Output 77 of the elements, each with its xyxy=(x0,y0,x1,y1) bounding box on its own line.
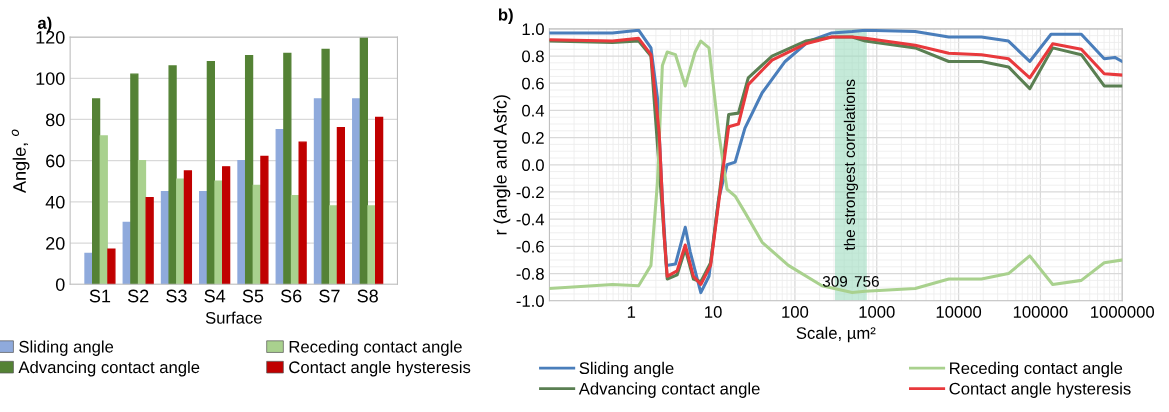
x-tick-label: S5 xyxy=(242,289,264,303)
bar xyxy=(130,73,139,285)
y-tick-label: 120 xyxy=(36,31,65,44)
bar xyxy=(290,195,300,285)
chart-title: b) xyxy=(498,8,513,24)
y-tick-label: 0.8 xyxy=(522,50,544,63)
bar xyxy=(359,37,368,285)
x-tick-label: 1000 xyxy=(859,306,895,318)
x-tick-label: 10 xyxy=(705,306,722,318)
bar xyxy=(99,135,108,285)
x-tick-label: S2 xyxy=(127,289,149,303)
bar xyxy=(206,61,215,285)
annotation: 309 xyxy=(822,276,848,287)
y-tick-label: 0.6 xyxy=(522,77,544,90)
x-tick-label: S3 xyxy=(166,289,187,303)
bar xyxy=(260,155,269,285)
bar xyxy=(298,141,307,285)
x-tick-label: S4 xyxy=(204,289,226,303)
y-tick-label: 100 xyxy=(36,72,65,85)
bar xyxy=(283,52,292,285)
x-tick-label: 1 xyxy=(627,306,636,318)
y-tick-label: 60 xyxy=(46,154,65,168)
bar xyxy=(367,205,376,285)
x-tick-label: 100000 xyxy=(1013,306,1068,318)
x-tick-label: 100 xyxy=(782,306,809,318)
y-tick-label: 0.0 xyxy=(522,159,544,171)
y-axis-title: Angle, $^{o}$ xyxy=(11,129,30,193)
bar xyxy=(244,54,254,285)
y-tick-label: -1.0 xyxy=(516,295,544,307)
x-tick-label: S8 xyxy=(357,289,378,303)
y-tick-label: 0.2 xyxy=(522,132,544,144)
chart-title: a) xyxy=(37,16,52,33)
bar xyxy=(91,98,101,285)
bar xyxy=(352,98,361,285)
bar xyxy=(145,197,154,285)
x-tick-label: S7 xyxy=(319,289,340,303)
bar xyxy=(183,170,193,285)
bar xyxy=(321,48,330,285)
bar xyxy=(214,180,223,285)
x-axis-title: Surface xyxy=(205,311,262,324)
y-tick-label: 0 xyxy=(55,278,65,291)
y-axis-title: r (angle and Asfc) xyxy=(493,95,511,235)
x-tick-label: S6 xyxy=(280,289,302,303)
bar xyxy=(107,248,116,285)
legend-label: Sliding angle xyxy=(19,340,114,356)
y-tick-label: 1.0 xyxy=(522,23,544,36)
bar xyxy=(237,159,246,285)
bar xyxy=(222,166,231,285)
x-tick-label: 1000000 xyxy=(1091,306,1155,318)
bar xyxy=(168,65,177,285)
legend-label: Receding contact angle xyxy=(950,361,1123,378)
legend-label: Advancing contact angle xyxy=(18,360,200,377)
bar xyxy=(84,252,93,285)
y-tick-label: 20 xyxy=(46,237,65,250)
band-label: the strongest correlations xyxy=(843,79,859,251)
legend-label: Sliding angle xyxy=(579,361,674,378)
y-tick-label: -0.6 xyxy=(516,240,544,253)
x-axis-title: Scale, µm² xyxy=(796,326,876,343)
y-tick-label: 80 xyxy=(45,113,65,127)
bar xyxy=(176,178,185,285)
y-tick-label: -0.4 xyxy=(516,213,545,226)
legend-label: Contact angle hysteresis xyxy=(949,382,1131,398)
x-tick-label: 10000 xyxy=(936,306,982,318)
bar xyxy=(137,159,147,285)
legend-label: Contact angle hysteresis xyxy=(289,360,471,377)
bar xyxy=(329,205,338,285)
y-tick-label: 0.4 xyxy=(522,104,545,117)
bar xyxy=(199,190,208,285)
y-tick-label: -0.8 xyxy=(516,267,544,280)
bar xyxy=(336,127,346,285)
legend-label: Advancing contact angle xyxy=(578,382,760,398)
annotation: 756 xyxy=(854,276,879,287)
bar xyxy=(375,116,384,285)
legend-label: Receding contact angle xyxy=(289,340,462,356)
x-tick-label: S1 xyxy=(89,289,111,303)
y-tick-label: 40 xyxy=(45,195,65,209)
y-tick-label: -0.2 xyxy=(516,186,544,199)
